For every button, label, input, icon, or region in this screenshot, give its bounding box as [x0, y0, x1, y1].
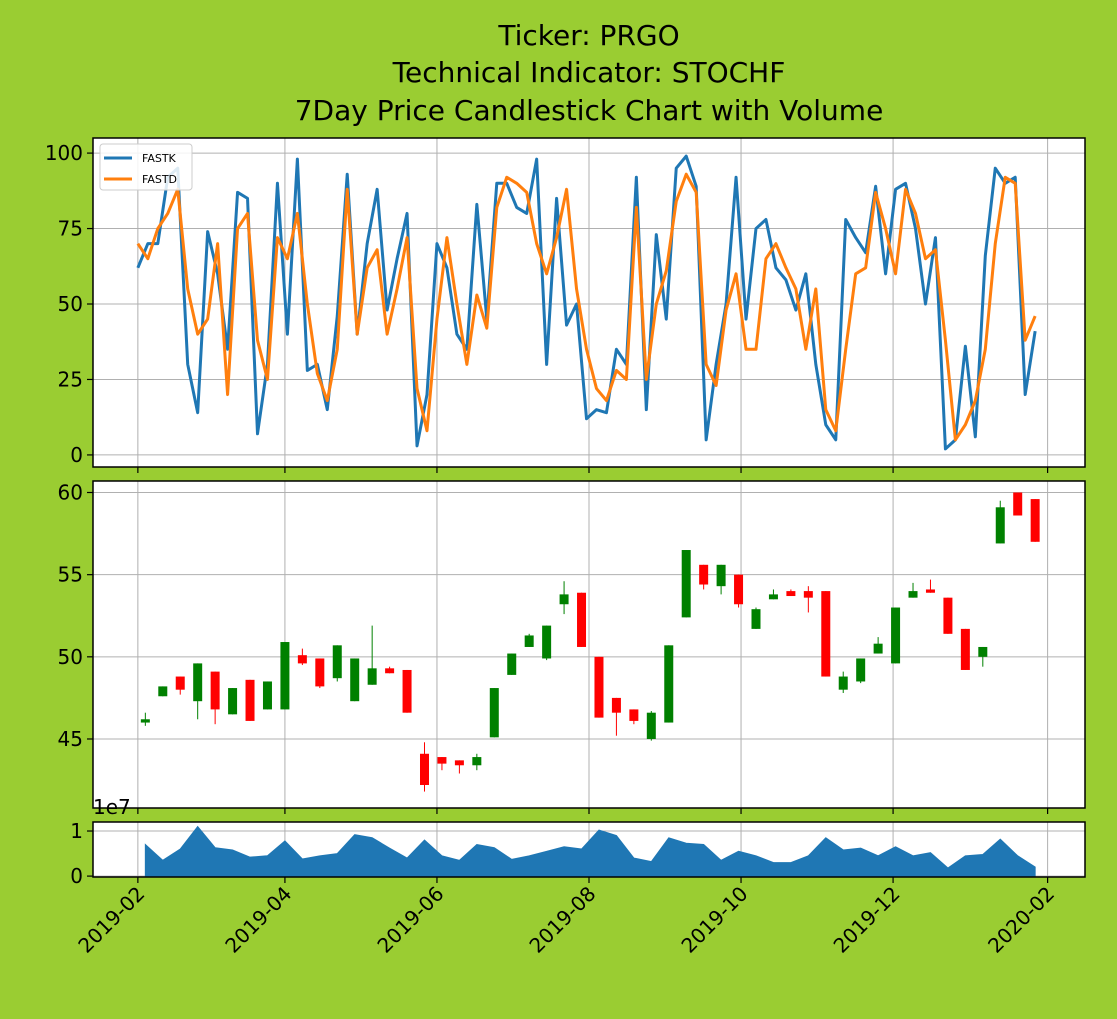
candle-body [716, 564, 726, 587]
y-tick-label: 25 [58, 367, 83, 391]
volume-area [144, 825, 1036, 877]
series-line [136, 172, 1037, 442]
x-tick-label: 2019-04 [220, 882, 296, 958]
candle-body [454, 760, 464, 766]
title-line: Technical Indicator: STOCHF [392, 56, 786, 89]
y-tick-label: 50 [58, 292, 83, 316]
candle-body [838, 676, 848, 690]
candle-body [280, 642, 290, 710]
candle-body [210, 671, 220, 710]
axis-offset-label: 1e7 [93, 795, 131, 819]
candle-body [315, 658, 325, 687]
candle-body [646, 712, 656, 739]
candle-body [786, 591, 796, 597]
candle-body [681, 550, 691, 618]
candle-body [385, 668, 395, 674]
candle-body [594, 656, 604, 718]
y-tick-label: 50 [58, 645, 83, 669]
candle-body [891, 607, 901, 664]
x-tick-label: 2019-08 [524, 882, 600, 958]
candle-body [419, 753, 429, 785]
candle-body [751, 609, 761, 629]
candle-body [577, 592, 587, 647]
candle-body [768, 594, 778, 600]
candle-body [175, 676, 185, 690]
candle-body [995, 507, 1005, 544]
candle-body [908, 591, 918, 598]
candle-body [734, 574, 744, 605]
y-tick-label: 55 [58, 563, 83, 587]
series-line [136, 154, 1037, 451]
plot-frame [92, 137, 1086, 468]
candle-body [1030, 499, 1040, 542]
candle-body [297, 655, 307, 664]
candle-body [821, 591, 831, 677]
candle-body [664, 645, 674, 723]
x-tick-label: 2019-02 [73, 882, 149, 958]
title-line: 7Day Price Candlestick Chart with Volume [295, 94, 884, 127]
y-tick-label: 75 [58, 217, 83, 241]
y-tick-label: 0 [70, 443, 83, 467]
x-tick-label: 2019-12 [829, 882, 905, 958]
candle-body [402, 669, 412, 713]
legend: FASTK FASTD [99, 143, 193, 191]
candle-body [437, 757, 447, 764]
candle-body [507, 653, 517, 675]
candle-body [559, 594, 569, 605]
candle-body [193, 663, 203, 702]
title-line: Ticker: PRGO [497, 19, 679, 52]
candle-body [803, 591, 813, 598]
candle-body [925, 589, 935, 593]
candle-body [629, 709, 639, 721]
candle-body [350, 658, 360, 702]
y-tick-label: 45 [58, 727, 83, 751]
candle-body [960, 628, 970, 670]
candle-body [228, 688, 238, 715]
y-tick-label: 1 [70, 819, 83, 843]
candle-body [856, 658, 866, 682]
candle-body [873, 643, 883, 654]
candle-body [367, 668, 377, 685]
x-tick-label: 2019-10 [677, 882, 753, 958]
x-tick-label: 2020-02 [983, 882, 1059, 958]
y-tick-label: 100 [45, 141, 83, 165]
candle-body [611, 697, 621, 713]
candle-body [524, 635, 534, 647]
y-tick-label: 60 [58, 481, 83, 505]
candle-body [472, 757, 482, 766]
candle-body [978, 646, 988, 657]
candle-body [332, 645, 342, 679]
legend-label: FASTD [142, 173, 177, 186]
y-tick-label: 0 [70, 864, 83, 888]
x-tick-label: 2019-06 [372, 882, 448, 958]
plot-frame [92, 480, 1086, 809]
plot-frame [92, 821, 1086, 878]
candle-body [245, 679, 255, 721]
candle-body [140, 719, 150, 723]
candle-body [699, 564, 709, 585]
candle-body [158, 686, 168, 697]
candle-body [489, 688, 499, 738]
candle-body [1013, 492, 1023, 516]
candle-body [943, 597, 953, 634]
candle-body [262, 681, 272, 710]
candle-body [542, 625, 552, 659]
legend-label: FASTK [142, 152, 177, 165]
